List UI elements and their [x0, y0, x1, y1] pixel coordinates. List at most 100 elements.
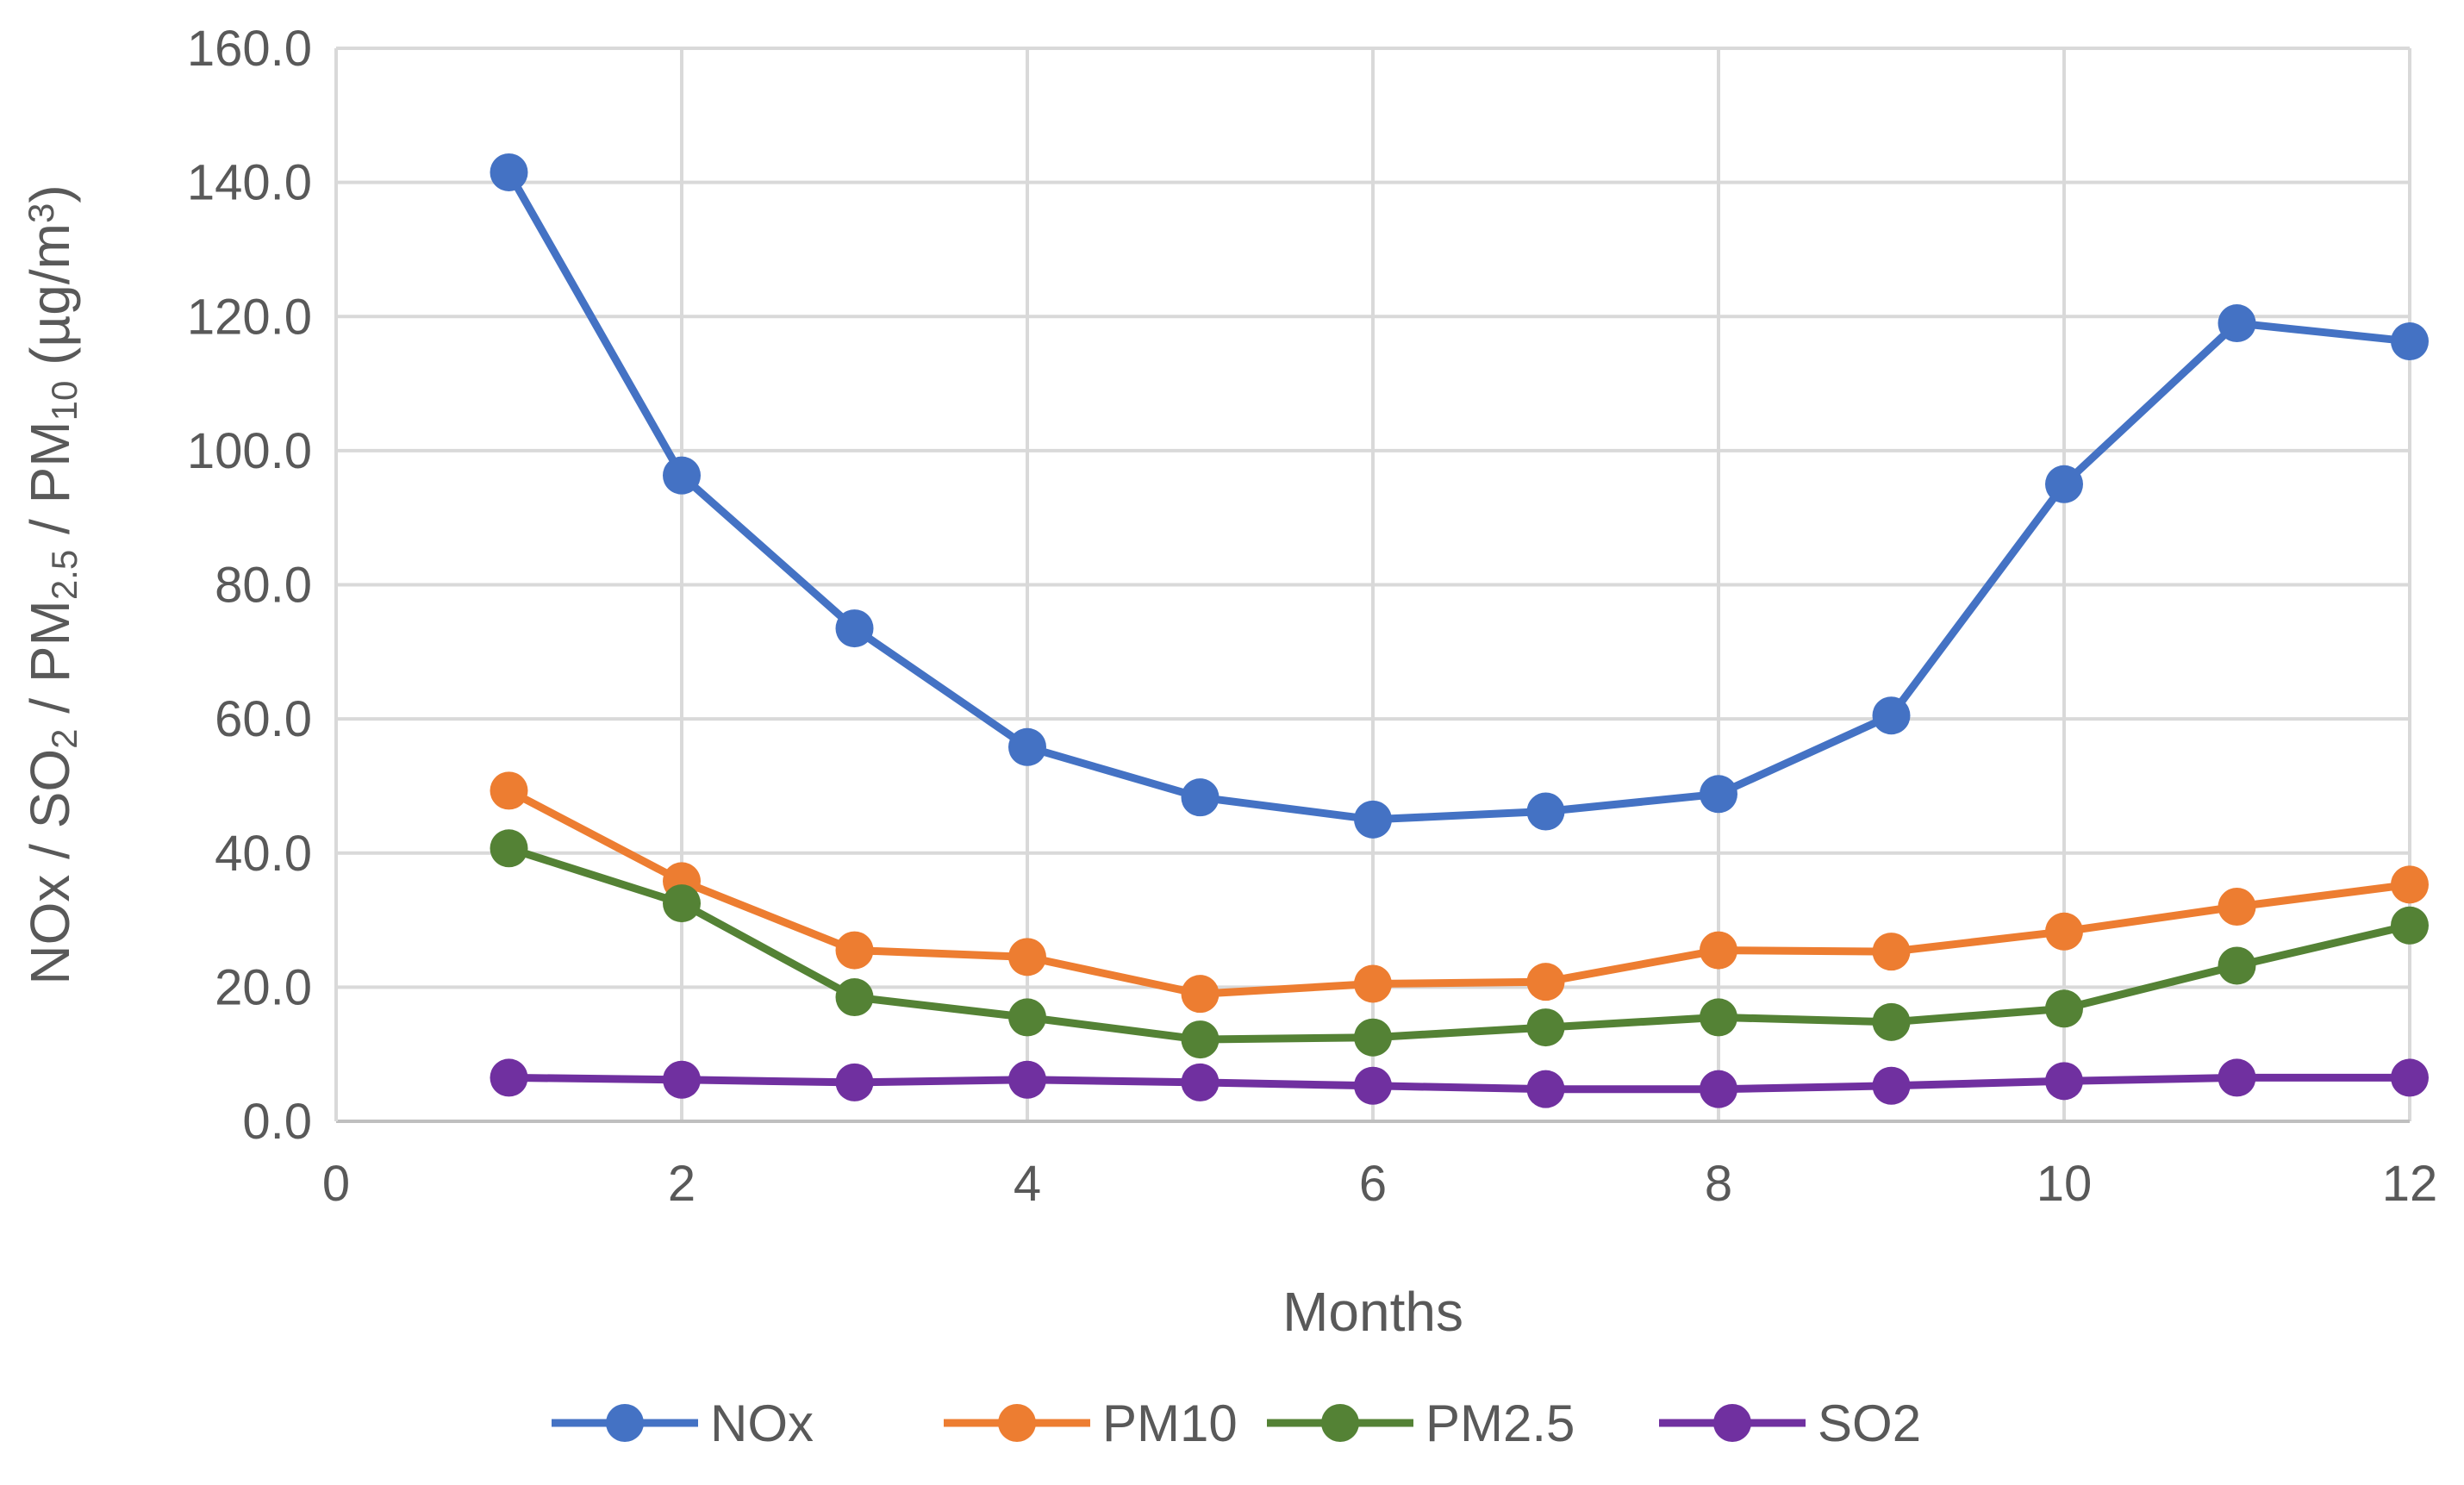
- legend-marker: [1713, 1404, 1751, 1442]
- y-tick-labels: 0.0 20.0 40.0 60.0 80.0 100.0 120.0 140.0 160.0: [187, 21, 312, 1150]
- data-point: [2045, 989, 2083, 1028]
- series-line: [505, 1073, 2414, 1094]
- y-axis-title-part: 10: [44, 381, 84, 421]
- x-tick-label: 12: [2382, 1156, 2438, 1212]
- x-tick-label: 4: [1014, 1156, 1041, 1212]
- y-tick-label: 80.0: [215, 558, 312, 614]
- y-axis-title-part: NOx / SO: [19, 749, 81, 985]
- y-axis-title-part: 2.5: [44, 550, 84, 600]
- x-tick-label: 10: [2037, 1156, 2093, 1212]
- y-axis-title: NOx / SO2 / PM2.5 / PM10 (µg/m3): [19, 184, 84, 984]
- data-point: [490, 771, 528, 810]
- data-point: [1354, 1018, 1392, 1057]
- data-point: [1008, 1060, 1046, 1099]
- series-line: [505, 786, 2414, 998]
- data-point: [2391, 1058, 2429, 1097]
- data-point: [1181, 778, 1220, 817]
- x-tick-labels: 0 2 4 6 8 10 12: [322, 1156, 2437, 1212]
- y-tick-label: 100.0: [187, 423, 312, 479]
- data-point: [2218, 1058, 2256, 1097]
- data-point: [1700, 1070, 1737, 1108]
- y-axis-title-part: / PM: [19, 600, 81, 728]
- y-tick-label: 160.0: [187, 21, 312, 77]
- data-point: [1526, 792, 1565, 831]
- data-point: [1526, 1070, 1565, 1108]
- x-tick-label: 0: [322, 1156, 350, 1212]
- data-point: [663, 884, 701, 923]
- y-tick-label: 40.0: [215, 826, 312, 882]
- x-tick-label: 6: [1359, 1156, 1387, 1212]
- legend-entry-pm10: PM10: [944, 1395, 1238, 1452]
- legend-entry-pm2-5: PM2.5: [1267, 1395, 1575, 1452]
- x-tick-label: 2: [668, 1156, 696, 1212]
- data-point: [2218, 946, 2256, 985]
- data-point: [2218, 304, 2256, 343]
- data-point: [1008, 938, 1046, 976]
- data-point: [835, 978, 874, 1017]
- data-point: [490, 153, 528, 191]
- series-line: [505, 168, 2414, 824]
- y-tick-label: 20.0: [215, 959, 312, 1015]
- data-point: [1872, 696, 1911, 735]
- data-point: [2045, 912, 2083, 951]
- legend-label: SO2: [1818, 1395, 1921, 1452]
- series-so2: [490, 1058, 2429, 1108]
- legend-label: PM10: [1102, 1395, 1238, 1452]
- x-tick-label: 8: [1705, 1156, 1732, 1212]
- y-axis-title-part: / PM: [19, 421, 81, 549]
- data-point: [2045, 1062, 2083, 1101]
- series-pm2-5: [490, 829, 2429, 1059]
- data-point: [1872, 933, 1911, 971]
- data-point: [1181, 1063, 1220, 1101]
- data-point: [1181, 1020, 1220, 1059]
- data-point: [490, 1058, 528, 1097]
- y-axis-title-part: (µg/m: [19, 223, 81, 381]
- data-point: [835, 931, 874, 970]
- data-point: [1526, 963, 1565, 1001]
- gridlines: [336, 47, 2411, 1121]
- data-point: [2218, 888, 2256, 926]
- data-point: [1008, 727, 1046, 766]
- data-point: [2391, 906, 2429, 945]
- data-point: [835, 1063, 874, 1101]
- data-point: [1181, 975, 1220, 1014]
- series-nox: [490, 153, 2429, 839]
- data-point: [1008, 998, 1046, 1037]
- data-point: [1354, 1066, 1392, 1105]
- data-point: [1700, 775, 1737, 814]
- legend-marker: [606, 1404, 644, 1442]
- data-point: [1872, 1002, 1911, 1041]
- data-point: [1700, 998, 1737, 1037]
- legend-label: NOx: [710, 1395, 814, 1452]
- y-tick-label: 120.0: [187, 289, 312, 345]
- legend-marker: [998, 1404, 1036, 1442]
- legend: NOx PM10 PM2.5 SO2: [552, 1395, 1921, 1452]
- legend-entry-nox: NOx: [552, 1395, 814, 1452]
- axes: [334, 48, 2410, 1123]
- data-point: [663, 456, 701, 495]
- data-point: [1526, 1008, 1565, 1047]
- legend-entry-so2: SO2: [1659, 1395, 1921, 1452]
- data-point: [835, 609, 874, 648]
- y-tick-label: 0.0: [242, 1094, 312, 1150]
- data-point: [490, 829, 528, 868]
- y-tick-label: 140.0: [187, 155, 312, 211]
- data-point: [663, 1060, 701, 1099]
- data-point: [1354, 964, 1392, 1003]
- y-axis-title-part: ): [19, 184, 81, 203]
- y-axis-title-part: 3: [21, 203, 61, 223]
- legend-label: PM2.5: [1425, 1395, 1575, 1452]
- data-point: [1354, 800, 1392, 839]
- data-point: [2391, 865, 2429, 904]
- data-point: [2045, 465, 2083, 503]
- x-axis-title: Months: [1282, 1281, 1463, 1343]
- legend-marker: [1321, 1404, 1359, 1442]
- series-pm10: [490, 771, 2429, 1014]
- data-point: [1700, 931, 1737, 970]
- series: [490, 153, 2429, 1108]
- series-line: [505, 844, 2414, 1044]
- data-point: [2391, 322, 2429, 361]
- y-axis-title-part: 2: [44, 728, 84, 748]
- data-point: [1872, 1066, 1911, 1105]
